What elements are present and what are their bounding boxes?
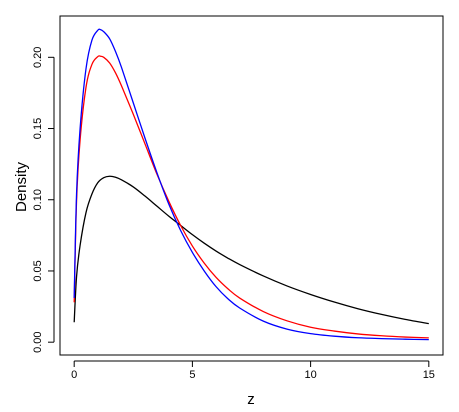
x-axis: 0 5 10 15 xyxy=(71,360,435,381)
series-line-red xyxy=(73,55,429,339)
plot-box xyxy=(59,15,444,356)
x-tick-label: 0 xyxy=(71,369,77,381)
x-tick-label: 15 xyxy=(423,369,435,381)
x-tick-label: 10 xyxy=(304,369,316,381)
series-line-blue xyxy=(73,28,429,341)
y-axis-title: Density xyxy=(13,161,30,212)
series-line-black xyxy=(73,175,429,325)
y-tick-label: 0.10 xyxy=(32,189,44,210)
x-tick-label: 5 xyxy=(189,369,195,381)
y-tick-label: 0.20 xyxy=(32,47,44,68)
y-tick-label: 0.15 xyxy=(32,118,44,139)
series-layer xyxy=(73,28,429,341)
y-tick-label: 0.05 xyxy=(32,260,44,281)
x-axis-title: z xyxy=(247,391,255,408)
y-axis: 0.00 0.05 0.10 0.15 0.20 xyxy=(32,47,55,353)
y-tick-label: 0.00 xyxy=(32,331,44,352)
